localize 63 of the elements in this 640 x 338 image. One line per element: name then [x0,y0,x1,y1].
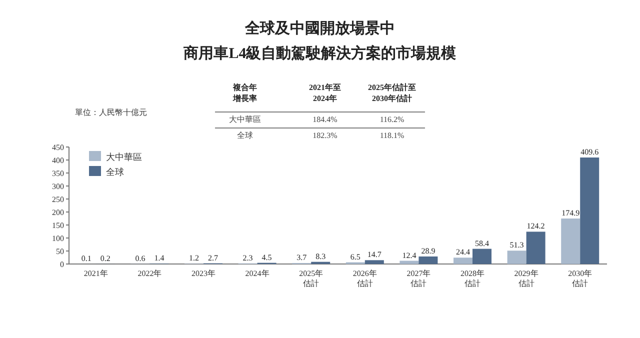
bar [454,258,472,264]
data-label: 4.5 [262,252,272,262]
text: 複合年增長率 [232,83,257,103]
text: 2021年至2024年 [309,83,341,103]
x-tick-label: 2030年估計 [568,269,592,288]
bar [472,248,492,264]
chart-subtitle: 商用車L4級自動駕駛解決方案的市場規模 [182,44,458,62]
text: 116.2% [380,115,405,124]
y-tick-label: 250 [52,195,64,204]
bar [400,260,419,264]
x-tick-label: 2027年估計 [406,269,431,288]
data-label: 8.3 [316,252,326,261]
data-label: 1.2 [189,254,199,263]
x-tick-label: 2022年 [138,269,162,278]
data-label: 1.4 [154,254,164,263]
x-tick-label: 2025年估計 [299,269,324,288]
data-label: 58.4 [475,238,489,248]
x-tick-label: 2024年 [245,269,270,278]
text: 全球 [237,131,253,140]
legend-label: 大中華區 [106,152,142,162]
data-label: 0.2 [100,254,110,263]
text: 184.4% [312,115,338,124]
text: 118.1% [380,131,405,140]
data-label: 0.1 [81,254,92,263]
x-tick-label: 2023年 [192,269,216,278]
bar [526,232,546,264]
bar [580,158,600,264]
x-tick-label: 2026年估計 [352,269,377,288]
data-label: 28.9 [421,246,436,256]
bar [561,218,580,264]
bar [418,256,438,264]
data-label: 0.6 [135,254,146,263]
data-label: 124.2 [526,222,545,231]
data-label: 3.7 [296,253,307,262]
y-tick-label: 400 [52,156,64,165]
data-label: 2.7 [208,253,218,262]
legend-label: 全球 [106,167,124,177]
data-label: 14.7 [367,250,382,260]
data-label: 2.3 [242,253,253,262]
y-tick-label: 100 [52,234,64,243]
bar [364,260,384,264]
data-label: 12.4 [402,250,416,260]
x-tick-label: 2028年估計 [460,269,484,288]
y-tick-label: 300 [52,182,64,191]
y-tick-label: 200 [52,208,64,217]
chart-title: 全球及中國開放場景中 [244,20,395,37]
y-axis-title: 單位：人民幣十億元 [75,108,147,117]
x-tick-label: 2029年估計 [514,269,538,288]
text: 2025年估計至2030年估計 [368,83,416,103]
data-label: 51.3 [510,240,524,250]
y-tick-label: 350 [52,169,64,178]
y-tick-label: 150 [52,221,64,230]
bar [507,250,526,264]
data-label: 6.5 [350,252,360,262]
text: 182.3% [312,131,338,140]
x-tick-label: 2021年 [84,269,108,278]
y-tick-label: 450 [52,143,64,152]
data-label: 174.9 [562,208,580,218]
text: 大中華區 [229,115,261,124]
data-label: 24.4 [456,248,470,257]
data-label: 409.6 [580,148,599,157]
y-tick-label: 0 [60,260,64,269]
y-tick-label: 50 [56,247,64,256]
